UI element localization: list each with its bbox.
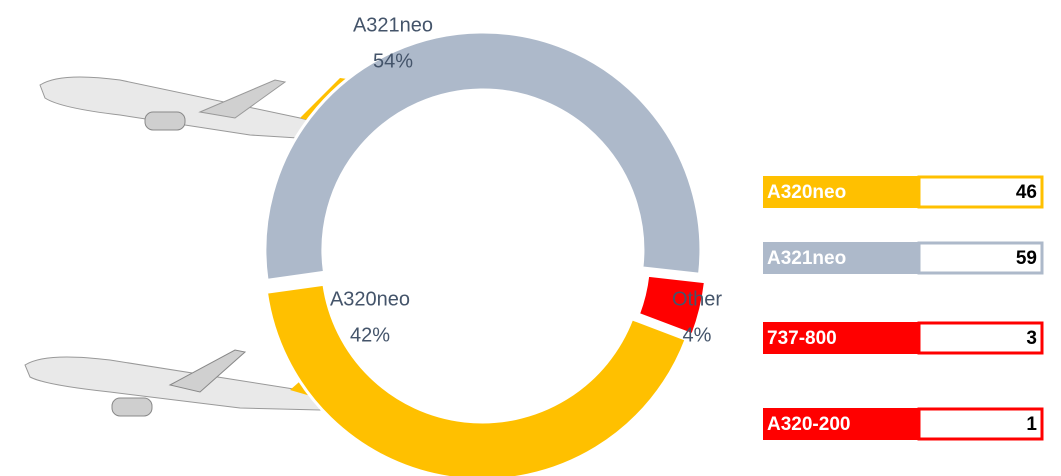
table-value: 3 (1026, 328, 1037, 349)
segment-value-label: 4% (683, 324, 712, 346)
table-value: 46 (1016, 182, 1037, 203)
table-value-cell (917, 175, 1044, 209)
airplane-bottom (24, 349, 347, 417)
table-label: A320-200 (767, 414, 850, 435)
segment-value-label: 42% (350, 324, 390, 346)
table-label-cell (763, 408, 918, 440)
table-label: A320neo (767, 182, 846, 203)
table-label: A321neo (767, 248, 846, 269)
segment-label: Other (672, 288, 722, 310)
donut-segment (636, 273, 708, 337)
segment-value-label: 54% (373, 50, 413, 72)
table-value: 59 (1016, 248, 1037, 269)
table-label-cell (763, 176, 918, 208)
segment-label: A321neo (353, 14, 433, 36)
table-value-cell (917, 241, 1044, 275)
table-label-cell (763, 242, 918, 274)
table-label-cell (763, 322, 918, 354)
donut-segment (264, 282, 689, 476)
segment-label: A320neo (330, 288, 410, 310)
donut-segment (263, 30, 703, 283)
table-value-cell (917, 321, 1044, 355)
table-value-cell (917, 407, 1044, 441)
table-label: 737-800 (767, 328, 837, 349)
table-value: 1 (1026, 414, 1037, 435)
